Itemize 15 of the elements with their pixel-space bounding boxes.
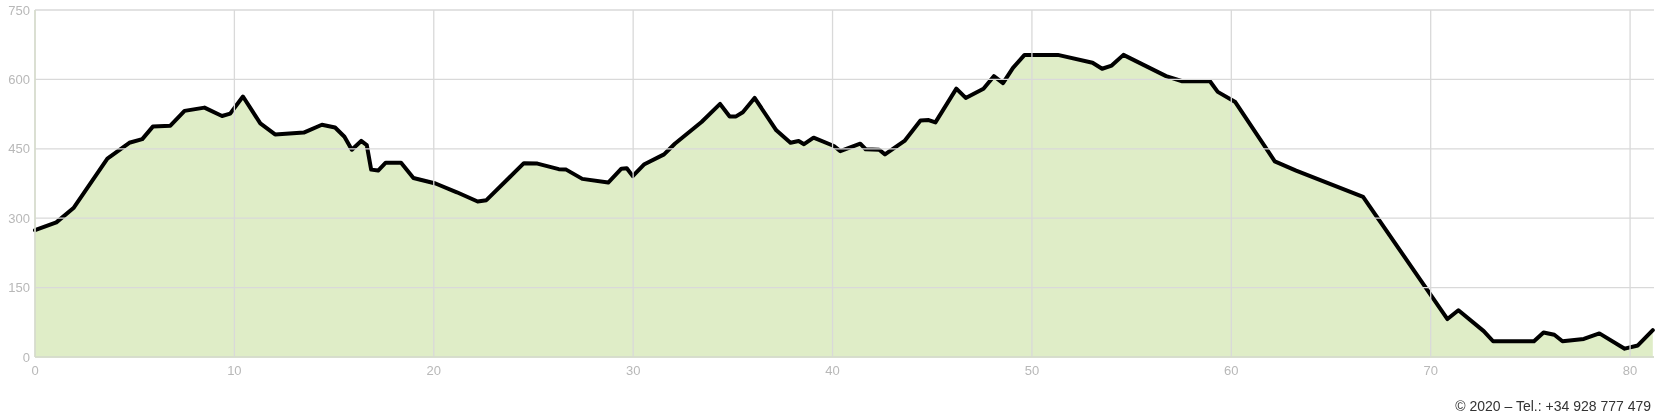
x-tick-label: 40: [825, 363, 840, 378]
x-tick-label: 50: [1024, 363, 1040, 378]
y-tick-label: 750: [8, 2, 30, 18]
y-tick-label: 600: [8, 71, 30, 87]
y-tick-label: 150: [8, 280, 30, 296]
y-tick-label: 300: [8, 210, 30, 226]
x-tick-label: 20: [426, 363, 441, 378]
x-tick-label: 60: [1224, 363, 1239, 378]
y-tick-label: 450: [8, 141, 30, 157]
x-tick-label: 10: [227, 363, 242, 378]
y-tick-label: 0: [22, 349, 30, 365]
x-tick-label: 30: [625, 363, 641, 378]
x-tick-label: 70: [1423, 363, 1438, 378]
text: © 2020 – Tel.: +34 928 777 479: [1455, 398, 1652, 414]
x-tick-label: 80: [1622, 363, 1638, 378]
